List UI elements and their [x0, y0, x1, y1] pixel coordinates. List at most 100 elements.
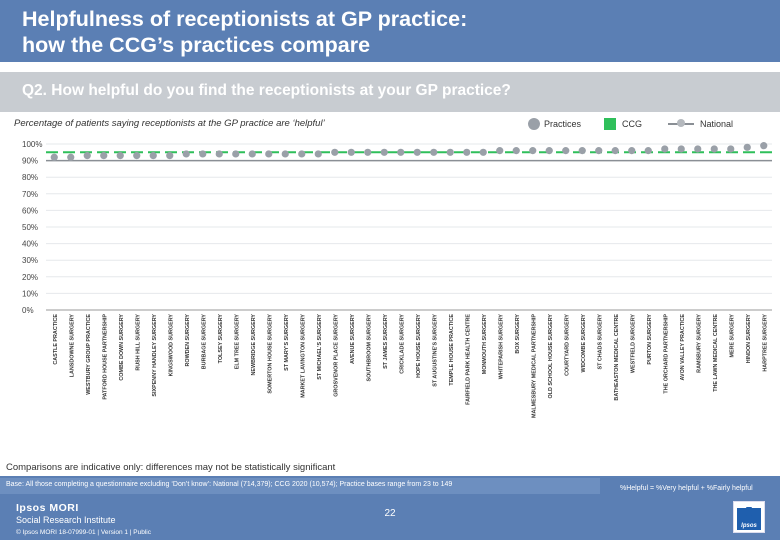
brand-subname: Social Research Institute: [16, 515, 116, 525]
practice-point: [166, 152, 174, 160]
legend-practices: Practices: [528, 116, 581, 132]
practice-point: [413, 148, 421, 156]
y-tick-label: 80%: [22, 173, 38, 182]
category-label: FAIRFIELD PARK HEALTH CENTRE: [465, 314, 471, 405]
practice-point: [281, 150, 289, 158]
practice-point: [760, 142, 768, 150]
y-tick-label: 10%: [22, 289, 38, 298]
practice-point: [595, 147, 603, 155]
category-label: BURBAGE SURGERY: [201, 314, 207, 370]
practice-point: [512, 147, 520, 155]
practice-point: [265, 150, 273, 158]
category-label: WIDCOMBE SURGERY: [581, 314, 587, 373]
category-label: AVENUE SURGERY: [350, 314, 356, 364]
category-label: MONMOUTH SURGERY: [482, 314, 488, 375]
category-label: SOMERTON HOUSE SURGERY: [267, 314, 273, 394]
category-label: ST MARY'S SURGERY: [284, 314, 290, 371]
practice-point: [100, 152, 108, 160]
category-label: MERE SURGERY: [729, 314, 735, 358]
category-label: LANSDOWNE SURGERY: [69, 314, 75, 378]
category-label: GROSVENOR PLACE SURGERY: [333, 314, 339, 397]
practice-point: [479, 148, 487, 156]
practice-point: [199, 150, 207, 158]
practice-point: [694, 145, 702, 153]
practice-point: [430, 148, 438, 156]
practice-point: [364, 148, 372, 156]
category-label: BOX SURGERY: [515, 314, 521, 354]
practice-point: [380, 148, 388, 156]
brand-name: Ipsos MORI: [16, 502, 79, 514]
category-label: NEWBRIDGE SURGERY: [251, 314, 257, 376]
y-tick-label: 30%: [22, 256, 38, 265]
practice-point: [578, 147, 586, 155]
practice-point: [248, 150, 256, 158]
practice-point: [397, 148, 405, 156]
category-label: WHITEPARISH SURGERY: [498, 314, 504, 380]
category-label: MALMESBURY MEDICAL PARTNERSHIP: [531, 314, 537, 418]
category-label: OLD SCHOOL HOUSE SURGERY: [548, 314, 554, 399]
category-label: CASTLE PRACTICE: [53, 314, 59, 365]
legend-ccg: CCG: [604, 116, 642, 132]
category-label: CRICKLADE SURGERY: [399, 314, 405, 374]
practice-point: [743, 143, 751, 151]
category-label: WESTBURY GROUP PRACTICE: [86, 314, 92, 395]
logo-mark-icon: [746, 507, 752, 516]
practice-point: [545, 147, 553, 155]
practice-point: [133, 152, 141, 160]
y-tick-label: 60%: [22, 206, 38, 215]
question-text: Q2. How helpful do you find the receptio…: [22, 82, 511, 99]
category-label: TOLSEY SURGERY: [218, 314, 224, 364]
category-label: HOPE HOUSE SURGERY: [416, 314, 422, 378]
category-label: WESTFIELD SURGERY: [630, 314, 636, 374]
page-title-line-1: Helpfulness of receptionists at GP pract…: [22, 7, 468, 31]
practice-point: [562, 147, 570, 155]
category-label: PATFORD HOUSE PARTNERSHIP: [102, 314, 108, 400]
ccg-square-icon: [604, 118, 616, 130]
category-label: ST CHADS SURGERY: [597, 314, 603, 370]
logo-text: Ipsos: [741, 523, 757, 529]
practice-point: [182, 150, 190, 158]
y-tick-label: 0%: [22, 306, 34, 315]
category-label: TEMPLE HOUSE PRACTICE: [449, 314, 455, 386]
practice-point: [298, 150, 306, 158]
practice-point: [611, 147, 619, 155]
category-label: HARPTREE SURGERY: [762, 314, 768, 372]
category-label: ST JAMES SURGERY: [383, 314, 389, 369]
page-title-line-2: how the CCG’s practices compare: [22, 33, 371, 57]
practice-point: [463, 148, 471, 156]
base-text: Base: All those completing a questionnai…: [6, 481, 453, 488]
category-label: PURTON SURGERY: [647, 314, 653, 365]
category-label: COMBE DOWN SURGERY: [119, 314, 125, 381]
y-tick-label: 50%: [22, 223, 38, 232]
helpfulness-chart: 0% 10% 20% 30% 40% 50% 60% 70% 80% 90% 100% CASTLE…: [22, 140, 772, 418]
legend-practices-label: Practices: [544, 119, 582, 129]
category-label: MARKET LAVINGTON SURGERY: [300, 314, 306, 398]
category-label: COURTYARD SURGERY: [564, 314, 570, 376]
practice-point: [644, 147, 652, 155]
legend-national: National: [668, 116, 733, 132]
practice-point: [314, 150, 322, 158]
category-label: HINDON SURGERY: [746, 314, 752, 364]
helpful-definition: %Helpful = %Very helpful + %Fairly helpf…: [620, 485, 753, 492]
comparison-note: Comparisons are indicative only: differe…: [6, 462, 336, 473]
category-label: ST MICHAEL'S SURGERY: [317, 314, 323, 380]
category-label: BATHEASTON MEDICAL CENTRE: [614, 314, 620, 401]
practice-point: [446, 148, 454, 156]
y-tick-label: 90%: [22, 157, 38, 166]
practice-point: [149, 152, 157, 160]
practice-point: [710, 145, 718, 153]
legend-national-label: National: [700, 119, 734, 129]
y-tick-label: 100%: [22, 140, 42, 149]
category-label: ELM TREE SURGERY: [234, 314, 240, 370]
practice-point: [628, 147, 636, 155]
category-label: ST AUGUSTINE'S SURGERY: [432, 314, 438, 387]
page-title: Helpfulness of receptionists at GP pract…: [22, 6, 467, 58]
category-label: AVON VALLEY PRACTICE: [680, 314, 686, 381]
practice-point: [661, 145, 669, 153]
practice-point: [331, 148, 339, 156]
chart-subtitle: Percentage of patients saying receptioni…: [14, 118, 325, 129]
national-line-icon: [668, 119, 694, 127]
practice-point: [83, 152, 91, 160]
legend-ccg-label: CCG: [622, 119, 642, 129]
ipsos-logo: Ipsos: [733, 501, 765, 533]
